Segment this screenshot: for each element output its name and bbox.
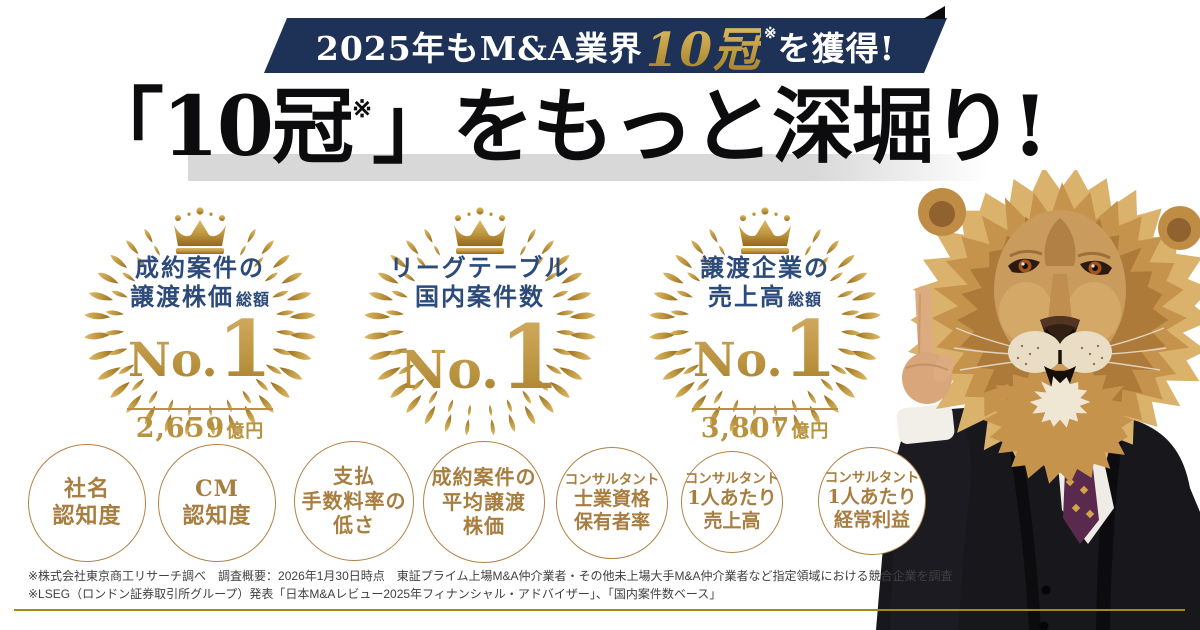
banner-note-mark: ※ bbox=[764, 24, 778, 42]
metric-line: 支払 bbox=[333, 464, 375, 489]
lion-mascot bbox=[876, 170, 1200, 630]
badge-line2-main: 国内案件数 bbox=[415, 282, 545, 311]
left-eye bbox=[1008, 249, 1043, 273]
badge-amount: 3,807億円 bbox=[640, 413, 890, 444]
badge-line2-suffix: 総額 bbox=[787, 290, 822, 309]
badge-line1: リーグテーブル bbox=[389, 253, 571, 282]
footnote-line2: ※LSEG（ロンドン証券取引所グループ）発表「日本M&Aレビュー2025年フィナ… bbox=[28, 587, 722, 601]
amount-unit: 億円 bbox=[226, 421, 265, 442]
ribbon-background bbox=[264, 18, 947, 73]
badge-line2: 譲渡株価 総額 bbox=[75, 282, 325, 314]
metric-circle-profit-per-consultant: コンサルタント 1人あたり 経常利益 bbox=[818, 447, 926, 555]
badge-line2-main: 売上高 bbox=[707, 282, 786, 311]
laurel-wreath bbox=[364, 207, 596, 436]
metric-circle-sales-per-consultant: コンサルタント 1人あたり 売上高 bbox=[681, 451, 783, 553]
banner-prefix: 2025年もM&A業界 bbox=[315, 28, 643, 68]
amount-unit: 億円 bbox=[791, 421, 830, 442]
page-title: 「10冠※」をもっと深堀り! bbox=[0, 82, 1128, 172]
metric-line: CM bbox=[195, 476, 239, 503]
title-open-bracket: 「 bbox=[81, 79, 164, 175]
metric-circle-company-awareness: 社名 認知度 bbox=[28, 444, 146, 562]
whisker-dots bbox=[1016, 344, 1104, 366]
lion-head bbox=[908, 170, 1200, 484]
badge-text: 譲渡企業の 売上高 総額 No.1 3,807億円 bbox=[640, 205, 890, 444]
metric-circle-cm-awareness: CM 認知度 bbox=[158, 444, 276, 562]
metric-line: コンサルタント bbox=[684, 470, 780, 487]
metric-circle-license-rate: コンサルタント 士業資格 保有者率 bbox=[556, 447, 668, 559]
badge-line2: 国内案件数 bbox=[355, 282, 605, 311]
banner-suffix: を獲得! bbox=[777, 28, 896, 68]
metric-line: 株価 bbox=[463, 514, 505, 539]
crown-icon bbox=[174, 207, 226, 254]
no1-label: No.1 bbox=[640, 318, 890, 403]
badge-line1: 譲渡企業の bbox=[700, 253, 830, 282]
no1-label: No.1 bbox=[75, 318, 325, 403]
title-rest: をもっと深堀り! bbox=[452, 79, 1048, 175]
banner-highlight: 10冠 bbox=[646, 11, 761, 80]
shirt-cuff bbox=[896, 404, 955, 444]
footnotes: ※株式会社東京商工リサーチ調べ 調査概要：2026年1月30日時点 東証プライム… bbox=[28, 567, 953, 603]
metric-line: 認知度 bbox=[52, 503, 122, 529]
amount-value: 2,659 bbox=[135, 413, 226, 444]
headline-gray-band bbox=[188, 154, 988, 181]
crown-icon bbox=[739, 207, 791, 254]
metric-line: コンサルタント bbox=[564, 471, 660, 488]
metric-circle-avg-share-price: 成約案件の 平均譲渡 株価 bbox=[423, 441, 545, 563]
title-note-mark: ※ bbox=[352, 94, 373, 123]
metric-line: コンサルタント bbox=[824, 469, 920, 486]
metric-line: 低さ bbox=[333, 513, 375, 538]
metric-circle-low-fees: 支払 手数料率の 低さ bbox=[294, 441, 414, 561]
suit-body bbox=[876, 404, 1200, 630]
no1-value: 1 bbox=[782, 304, 838, 395]
no1-underline bbox=[127, 408, 273, 410]
metric-line: 1人あたり bbox=[687, 487, 777, 510]
no1-underline bbox=[692, 408, 838, 410]
metric-line: 保有者率 bbox=[573, 511, 650, 534]
badge-line1: 成約案件の bbox=[135, 253, 265, 282]
metric-line: 成約案件の bbox=[431, 465, 537, 490]
laurel-wreath bbox=[649, 207, 881, 436]
no1-prefix: No. bbox=[127, 333, 218, 388]
badge-amount: 2,659億円 bbox=[75, 413, 325, 444]
pointing-hand bbox=[902, 286, 955, 404]
badge-line2: 売上高 総額 bbox=[640, 282, 890, 314]
no1-value: 1 bbox=[217, 304, 273, 395]
badge-text: 成約案件の 譲渡株価 総額 No.1 2,659億円 bbox=[75, 205, 325, 444]
metric-line: 1人あたり bbox=[827, 486, 917, 509]
banner-text: 2025年もM&A業界 10冠 ※ を獲得! bbox=[264, 18, 947, 78]
title-highlight: 10冠 bbox=[161, 79, 354, 175]
right-eye bbox=[1077, 251, 1112, 275]
award-badge-transfer-revenue: 譲渡企業の 売上高 総額 No.1 3,807億円 bbox=[640, 205, 890, 444]
metric-line: 売上高 bbox=[703, 510, 761, 533]
no1-prefix: No. bbox=[692, 333, 783, 388]
metric-line: 平均譲渡 bbox=[442, 489, 526, 514]
amount-value: 3,807 bbox=[700, 413, 791, 444]
footnote-line1: ※株式会社東京商工リサーチ調べ 調査概要：2026年1月30日時点 東証プライム… bbox=[28, 569, 953, 583]
no1-prefix: No. bbox=[399, 340, 500, 401]
badge-text: リーグテーブル 国内案件数 No.1 bbox=[355, 205, 605, 440]
metric-line: 手数料率の bbox=[301, 488, 407, 513]
bottom-gold-rule bbox=[14, 609, 1185, 611]
no1-label: No.1 bbox=[355, 321, 605, 419]
no1-value: 1 bbox=[499, 305, 561, 409]
metric-line: 認知度 bbox=[182, 503, 252, 529]
title-close-bracket: 」 bbox=[372, 79, 454, 175]
laurel-wreath bbox=[84, 207, 316, 436]
crown-icon bbox=[454, 207, 506, 254]
metric-line: 士業資格 bbox=[573, 488, 650, 511]
metric-line: 社名 bbox=[63, 476, 110, 503]
award-badge-deal-share-price: 成約案件の 譲渡株価 総額 No.1 2,659億円 bbox=[75, 205, 325, 444]
top-banner-ribbon: 2025年もM&A業界 10冠 ※ を獲得! bbox=[264, 6, 947, 78]
whiskers bbox=[953, 327, 1167, 371]
badge-line2-main: 譲渡株価 bbox=[129, 282, 234, 311]
metric-line: 経常利益 bbox=[833, 509, 910, 532]
badge-line2-suffix: 総額 bbox=[235, 290, 270, 309]
award-badge-league-table: リーグテーブル 国内案件数 No.1 bbox=[355, 205, 605, 440]
